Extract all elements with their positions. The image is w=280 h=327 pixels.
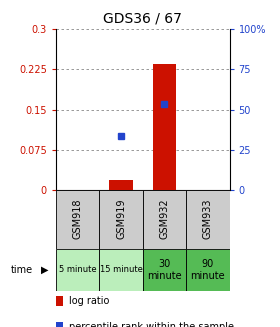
Title: GDS36 / 67: GDS36 / 67: [103, 11, 182, 26]
Bar: [153, 64, 176, 190]
Text: GSM919: GSM919: [116, 199, 126, 239]
Text: GSM932: GSM932: [160, 199, 169, 239]
Bar: [186, 190, 230, 249]
Text: 90
minute: 90 minute: [191, 259, 225, 281]
Text: 15 minute: 15 minute: [100, 265, 143, 274]
Text: GSM933: GSM933: [203, 199, 213, 239]
Bar: [99, 190, 143, 249]
Text: percentile rank within the sample: percentile rank within the sample: [69, 322, 234, 327]
Text: GSM918: GSM918: [73, 199, 83, 239]
Text: log ratio: log ratio: [69, 296, 109, 306]
Bar: [143, 249, 186, 291]
Bar: [186, 249, 230, 291]
Bar: [99, 249, 143, 291]
Text: 30
minute: 30 minute: [147, 259, 182, 281]
Text: 5 minute: 5 minute: [59, 265, 97, 274]
Bar: [143, 190, 186, 249]
Bar: [109, 180, 133, 190]
Bar: [56, 190, 99, 249]
Bar: [56, 249, 99, 291]
Text: time: time: [11, 265, 33, 275]
Text: ▶: ▶: [41, 265, 48, 275]
